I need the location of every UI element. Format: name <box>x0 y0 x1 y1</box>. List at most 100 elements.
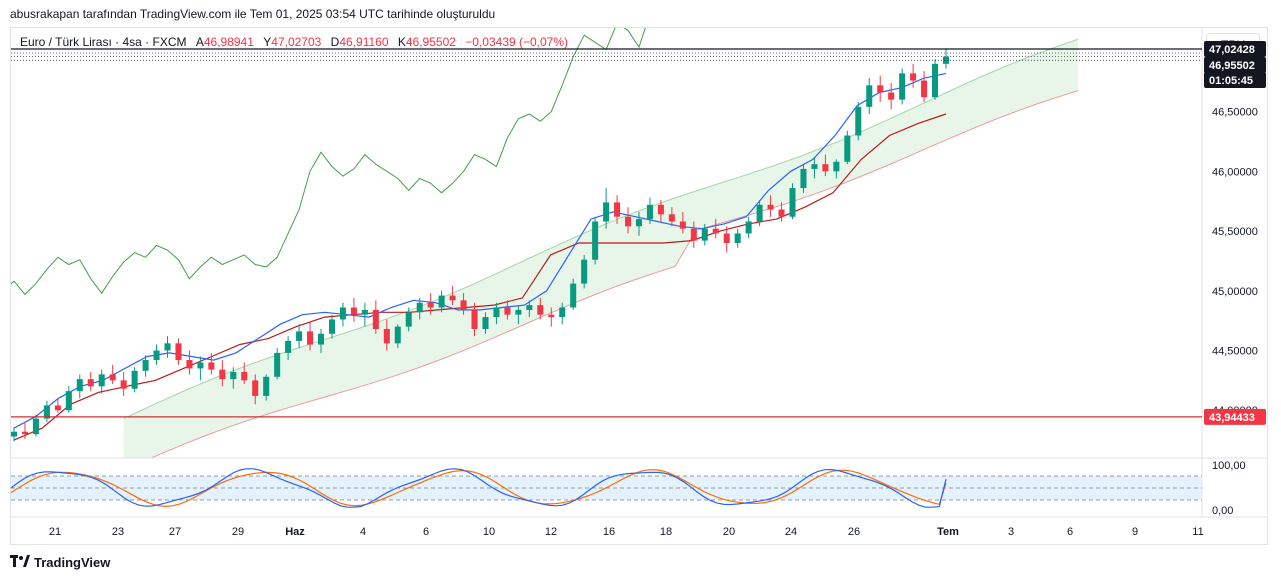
candle-body <box>208 362 215 370</box>
candle-body <box>899 73 906 100</box>
price-tag-box <box>1204 71 1266 88</box>
candle-body <box>504 307 511 315</box>
candle-body <box>537 305 544 315</box>
candle-body <box>307 331 314 345</box>
footer: TradingView <box>10 555 110 570</box>
candle-body <box>625 216 632 227</box>
candle-body <box>372 309 379 329</box>
high-label: Y <box>263 35 272 49</box>
candle-body <box>285 340 292 353</box>
x-tick-label: Tem <box>937 526 959 538</box>
low-value: 46,91160 <box>339 35 389 49</box>
candle-body <box>54 405 61 411</box>
stoch-k-line <box>10 468 947 508</box>
candle-body <box>592 221 599 260</box>
candle-body <box>778 209 785 217</box>
candle-body <box>646 204 653 220</box>
ichimoku-cloud <box>123 39 1078 458</box>
candle-body <box>493 307 500 318</box>
candle-body <box>109 374 116 381</box>
candle-body <box>756 204 763 222</box>
price-tag-label: 01:05:45 <box>1209 75 1253 87</box>
candle-body <box>317 333 325 345</box>
candle-body <box>230 372 237 380</box>
candle-body <box>877 85 884 93</box>
candle-body <box>175 343 182 361</box>
candle-body <box>559 307 566 318</box>
x-tick-label: 27 <box>169 526 181 538</box>
x-tick-label: 3 <box>1008 526 1014 538</box>
candle-body <box>383 329 390 344</box>
candle-body <box>65 391 72 411</box>
y-tick-label: 44,50000 <box>1212 346 1258 358</box>
price-tag-box <box>1204 56 1266 73</box>
candle-body <box>186 360 193 369</box>
candle-body <box>350 307 357 315</box>
candle-body <box>800 168 807 189</box>
candle-body <box>570 283 577 308</box>
candle-body <box>142 360 149 371</box>
candle-body <box>11 431 18 437</box>
symbol-label[interactable]: Euro / Türk Lirası · 4sa · FXCM <box>20 35 187 49</box>
x-tick-label: 23 <box>112 526 124 538</box>
candle-body <box>690 228 697 241</box>
x-tick-label: 9 <box>1132 526 1138 538</box>
senkou-span-a-line <box>123 38 1079 420</box>
price-tag-box <box>1204 40 1266 57</box>
candle-body <box>712 228 719 234</box>
tradingview-logo-icon[interactable] <box>10 555 30 570</box>
y-tick-label: 45,00000 <box>1212 286 1258 298</box>
ohlc-legend: Euro / Türk Lirası · 4sa · FXCM A46,9894… <box>20 35 568 49</box>
candle-body <box>252 380 259 396</box>
candle-body <box>219 369 226 380</box>
candle-body <box>263 376 270 396</box>
x-tick-label: 26 <box>848 526 860 538</box>
candle-body <box>427 302 434 308</box>
candle-body <box>921 80 928 98</box>
tradingview-brand[interactable]: TradingView <box>34 555 111 570</box>
candle-body <box>701 228 708 241</box>
y-tick-label: 45,50000 <box>1212 226 1258 238</box>
senkou-span-b-line <box>149 90 1079 458</box>
candle-body <box>32 418 39 435</box>
candle-body <box>942 56 950 64</box>
candle-body <box>43 405 50 419</box>
x-tick-label: 11 <box>1192 526 1203 538</box>
candle-body <box>833 161 840 172</box>
candle-body <box>197 362 204 369</box>
high-value: 47,02703 <box>271 35 322 49</box>
candle-body <box>657 204 664 215</box>
chart-caption: abusrakapan tarafından TradingView.com i… <box>10 7 496 21</box>
x-tick-label: 6 <box>1067 526 1073 538</box>
candle-body <box>745 221 752 234</box>
x-tick-label: 12 <box>545 526 557 538</box>
candle-body <box>482 317 489 329</box>
candle-body <box>515 309 522 315</box>
candle-body <box>131 370 138 389</box>
x-tick-label: 29 <box>232 526 244 538</box>
candle-body <box>811 164 818 169</box>
candle-body <box>339 307 346 320</box>
candle-body <box>153 350 160 361</box>
candle-body <box>471 309 478 329</box>
candle-body <box>789 188 796 217</box>
candle-body <box>855 106 862 136</box>
candle-body <box>76 379 83 392</box>
candle-body <box>120 380 127 389</box>
tenkan-sen-line <box>13 72 947 429</box>
candle-body <box>888 92 895 100</box>
close-value: 46,95502 <box>405 35 456 49</box>
candle-body <box>361 309 368 315</box>
open-value: 46,98941 <box>203 35 254 49</box>
candle-body <box>614 202 621 217</box>
candle-body <box>910 73 917 81</box>
candle-body <box>328 319 335 334</box>
x-tick-label: 10 <box>483 526 495 538</box>
candle-body <box>822 164 829 172</box>
candle-body <box>635 219 643 227</box>
y-tick-label: 46,50000 <box>1212 107 1258 119</box>
candle-body <box>296 331 303 341</box>
candle-body <box>164 343 171 351</box>
x-tick-label: 18 <box>660 526 672 538</box>
